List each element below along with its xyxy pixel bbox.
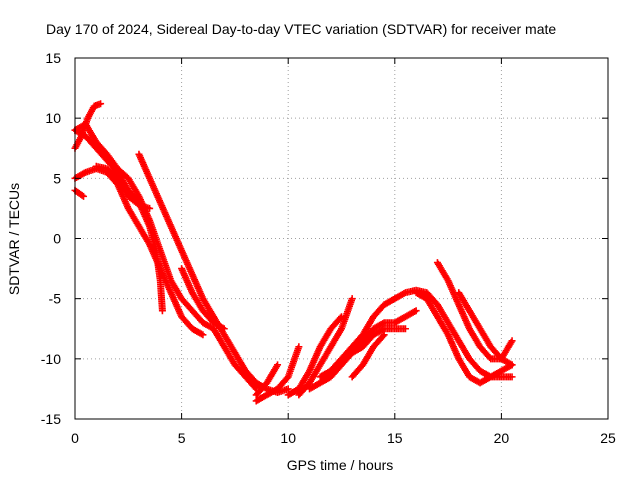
data-point (295, 343, 303, 351)
data-point (508, 373, 516, 381)
series-track-r (433, 259, 516, 363)
data-point (412, 307, 420, 315)
data-point (401, 325, 409, 333)
y-tick-label: 10 (45, 110, 61, 126)
data-point (146, 204, 154, 212)
series-track-p (348, 331, 388, 381)
data-point (284, 385, 292, 393)
series-track-q (412, 289, 516, 387)
y-tick-label: 5 (53, 170, 61, 186)
data-point (411, 308, 419, 316)
series-track-i (252, 361, 282, 399)
data-point (274, 361, 282, 369)
data-point (508, 361, 516, 369)
data-point (380, 331, 388, 339)
series-track-e (71, 186, 88, 200)
x-tick-label: 20 (494, 430, 510, 446)
data-point (80, 169, 88, 177)
data-point (219, 324, 227, 332)
x-tick-label: 10 (280, 430, 296, 446)
data-point (199, 331, 207, 339)
y-tick-label: -5 (49, 291, 62, 307)
y-tick-label: 15 (45, 50, 61, 66)
x-tick-label: 25 (600, 430, 616, 446)
data-point (507, 360, 515, 368)
data-point (97, 100, 105, 108)
data-point (80, 192, 88, 200)
data-point (379, 326, 387, 334)
data-point (251, 384, 259, 392)
chart-title: Day 170 of 2024, Sidereal Day-to-day VTE… (46, 21, 556, 37)
series-track-d (71, 165, 207, 339)
data-point (379, 332, 387, 340)
series-track-s (455, 289, 516, 369)
data-point (158, 307, 166, 315)
x-tick-label: 5 (178, 430, 186, 446)
x-tick-label: 0 (71, 430, 79, 446)
series-track-l (295, 295, 356, 399)
data-point (78, 191, 86, 199)
y-tick-label: 0 (53, 231, 61, 247)
data-series (71, 100, 516, 405)
axis-ticks: 0 5 10 15 20 25 -15 -10 -5 0 5 10 15 (41, 50, 616, 446)
y-tick-label: -15 (41, 411, 61, 427)
series-track-k (284, 313, 345, 399)
series-track-o (327, 286, 516, 381)
x-axis-label: GPS time / hours (287, 457, 394, 473)
data-point (400, 290, 408, 298)
series-track-h (178, 265, 228, 333)
data-point (348, 295, 356, 303)
y-axis-label: SDTVAR / TECUs (6, 183, 22, 295)
data-point (379, 320, 387, 328)
data-point (508, 337, 516, 345)
y-tick-label: -10 (41, 351, 61, 367)
data-point (197, 330, 205, 338)
grid-lines (75, 58, 608, 419)
data-point (220, 325, 228, 333)
x-tick-label: 15 (387, 430, 403, 446)
series-track-j (252, 343, 303, 405)
series-track-f (92, 162, 154, 212)
